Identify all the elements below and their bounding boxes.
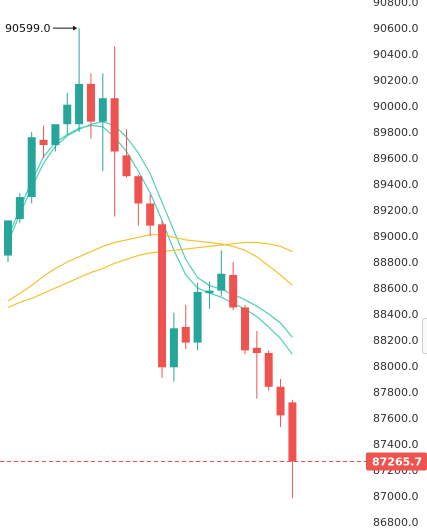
- candle: [27, 132, 36, 204]
- candle: [252, 330, 261, 399]
- candle: [110, 46, 119, 217]
- candle: [181, 304, 190, 350]
- candle: [86, 73, 95, 139]
- y-tick-label: 89800.0: [373, 126, 419, 139]
- candle: [158, 220, 167, 378]
- candle: [63, 93, 72, 135]
- y-tick-label: 90800.0: [373, 0, 419, 9]
- ma-slow-line-b: [7, 241, 293, 309]
- y-tick-label: 90600.0: [373, 22, 419, 35]
- candle-layer: [4, 28, 297, 498]
- y-tick-label: 87800.0: [373, 386, 419, 399]
- y-tick-label: 88400.0: [373, 308, 419, 321]
- candle-body: [98, 98, 107, 122]
- y-tick-label: 90200.0: [373, 74, 419, 87]
- ma-fast-line-a: [7, 124, 293, 355]
- candle-body: [217, 273, 226, 291]
- candle: [205, 281, 214, 309]
- candle: [288, 399, 297, 498]
- candle-body: [241, 307, 249, 351]
- candle-body: [252, 347, 261, 353]
- y-tick-label: 88200.0: [373, 334, 419, 347]
- y-tick-label: 90400.0: [373, 48, 419, 61]
- current-price-label: 87265.7: [372, 455, 422, 468]
- candle: [122, 129, 131, 178]
- candle-body: [75, 83, 84, 125]
- candle-body: [181, 327, 190, 343]
- candle-body: [15, 197, 24, 220]
- candle-body: [122, 155, 131, 177]
- candle-body: [158, 224, 167, 368]
- candle: [134, 174, 143, 226]
- y-tick-label: 87400.0: [373, 438, 419, 451]
- candle-body: [276, 386, 285, 416]
- y-tick-label: 89000.0: [373, 230, 419, 243]
- candle-body: [134, 176, 143, 204]
- candle-body: [63, 104, 72, 125]
- candle: [98, 73, 107, 171]
- candle-body: [288, 402, 297, 462]
- y-tick-label: 87600.0: [373, 412, 419, 425]
- candle-body: [51, 124, 60, 145]
- y-tick-label: 90000.0: [373, 100, 419, 113]
- y-tick-label: 89600.0: [373, 152, 419, 165]
- current-price-badge-bg: [366, 452, 427, 471]
- candle-body: [39, 139, 48, 145]
- y-tick-label: 87000.0: [373, 490, 419, 503]
- high-marker-label: 90599.0: [5, 22, 51, 35]
- candle-body: [264, 353, 273, 387]
- moving-average-layer: [7, 120, 293, 355]
- candle: [39, 125, 48, 158]
- candle-body: [86, 83, 95, 122]
- high-marker: 90599.0: [5, 22, 78, 35]
- candle: [15, 193, 24, 223]
- candle-body: [169, 328, 178, 368]
- candle-body: [146, 203, 155, 226]
- candle: [169, 312, 178, 382]
- y-axis[interactable]: 90800.0 90600.0 90400.0 90200.0 90000.0 89800…: [373, 0, 419, 529]
- high-marker-arrowhead: [73, 25, 78, 31]
- y-tick-label: 88800.0: [373, 256, 419, 269]
- candle: [217, 250, 226, 296]
- candle: [146, 194, 155, 236]
- y-tick-label: 89400.0: [373, 178, 419, 191]
- candle-body: [229, 275, 238, 308]
- candle-body: [110, 98, 119, 152]
- candle: [264, 350, 273, 391]
- y-tick-label: 88600.0: [373, 282, 419, 295]
- candle: [4, 220, 12, 262]
- ma-slow-line-a: [7, 234, 293, 302]
- candle-body: [27, 137, 36, 197]
- candle: [229, 262, 238, 311]
- candle-body: [193, 291, 202, 343]
- y-tick-label: 88000.0: [373, 360, 419, 373]
- candle-body: [205, 290, 214, 294]
- candle: [75, 28, 84, 132]
- y-tick-label: 89200.0: [373, 204, 419, 217]
- panel-resize-handle[interactable]: [422, 318, 427, 354]
- candle: [51, 124, 60, 152]
- y-tick-label: 86800.0: [373, 516, 419, 529]
- candle-body: [4, 220, 12, 256]
- candle: [276, 379, 285, 428]
- current-price-badge: 87265.7: [366, 452, 427, 471]
- candle: [193, 282, 202, 351]
- candle: [241, 304, 249, 355]
